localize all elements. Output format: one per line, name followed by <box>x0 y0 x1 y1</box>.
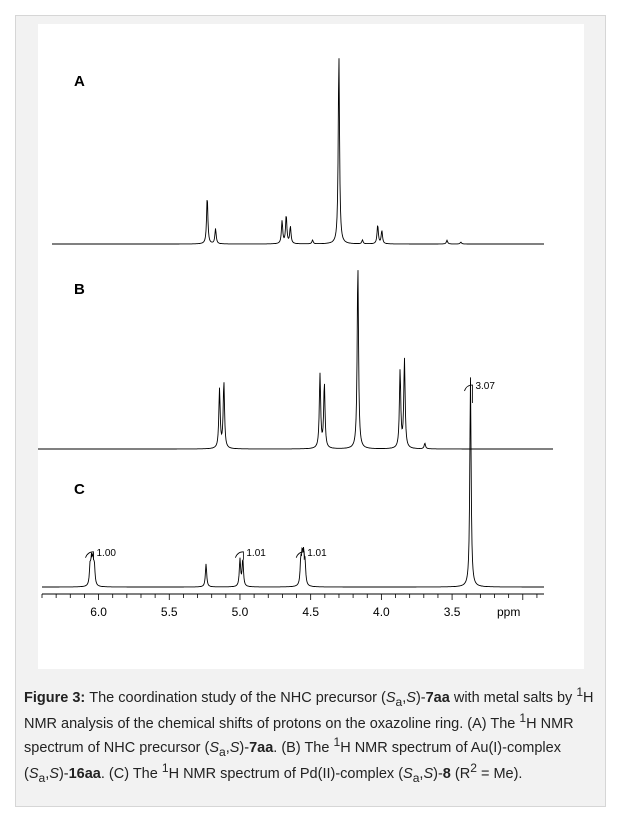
x-tick-label: 6.0 <box>90 605 107 619</box>
integral-marker: 1.00 <box>85 548 116 560</box>
caption-body: The coordination study of the NHC precur… <box>24 685 594 786</box>
spectrum-line-b <box>38 270 553 450</box>
integral-label: 1.00 <box>96 548 116 559</box>
integral-label: 1.01 <box>246 548 266 559</box>
x-axis: 6.0 5.5 5.0 4.5 4.0 3.5 ppm <box>41 593 544 619</box>
panel-label-b: B <box>74 281 85 298</box>
x-tick-label: 5.5 <box>161 605 178 619</box>
nmr-spectra-plot: A B C 1.00 1.01 1.01 3.07 6.0 5.5 5.0 4.5 4.0 3.5 ppm <box>38 24 584 669</box>
x-axis-unit: ppm <box>497 605 520 619</box>
integral-label: 1.01 <box>307 548 327 559</box>
nmr-spectra-svg: A B C 1.00 1.01 1.01 3.07 6.0 5.5 5.0 4.5 4.0 3.5 ppm <box>38 58 553 619</box>
panel-label-c: C <box>74 481 85 498</box>
x-tick-label: 3.5 <box>444 605 461 619</box>
spectrum-c: C 1.00 1.01 1.01 3.07 <box>42 377 544 588</box>
spectrum-line-c <box>42 377 544 588</box>
spectrum-b: B <box>38 270 553 450</box>
x-tick-label: 4.0 <box>373 605 390 619</box>
figure-panel: A B C 1.00 1.01 1.01 3.07 6.0 5.5 5.0 4.5 4.0 3.5 ppm… <box>15 15 606 807</box>
integral-marker: 1.01 <box>235 548 266 560</box>
spectrum-line-a <box>52 58 544 245</box>
caption-label: Figure 3: <box>24 689 90 706</box>
integral-marker: 3.07 <box>464 381 495 403</box>
integral-marker: 1.01 <box>295 548 327 560</box>
figure-caption: Figure 3: The coordination study of the … <box>24 684 598 786</box>
spectrum-a: A <box>52 58 544 245</box>
panel-label-a: A <box>74 73 85 90</box>
x-tick-label: 5.0 <box>232 605 249 619</box>
x-tick-label: 4.5 <box>302 605 319 619</box>
integral-label: 3.07 <box>475 381 495 392</box>
